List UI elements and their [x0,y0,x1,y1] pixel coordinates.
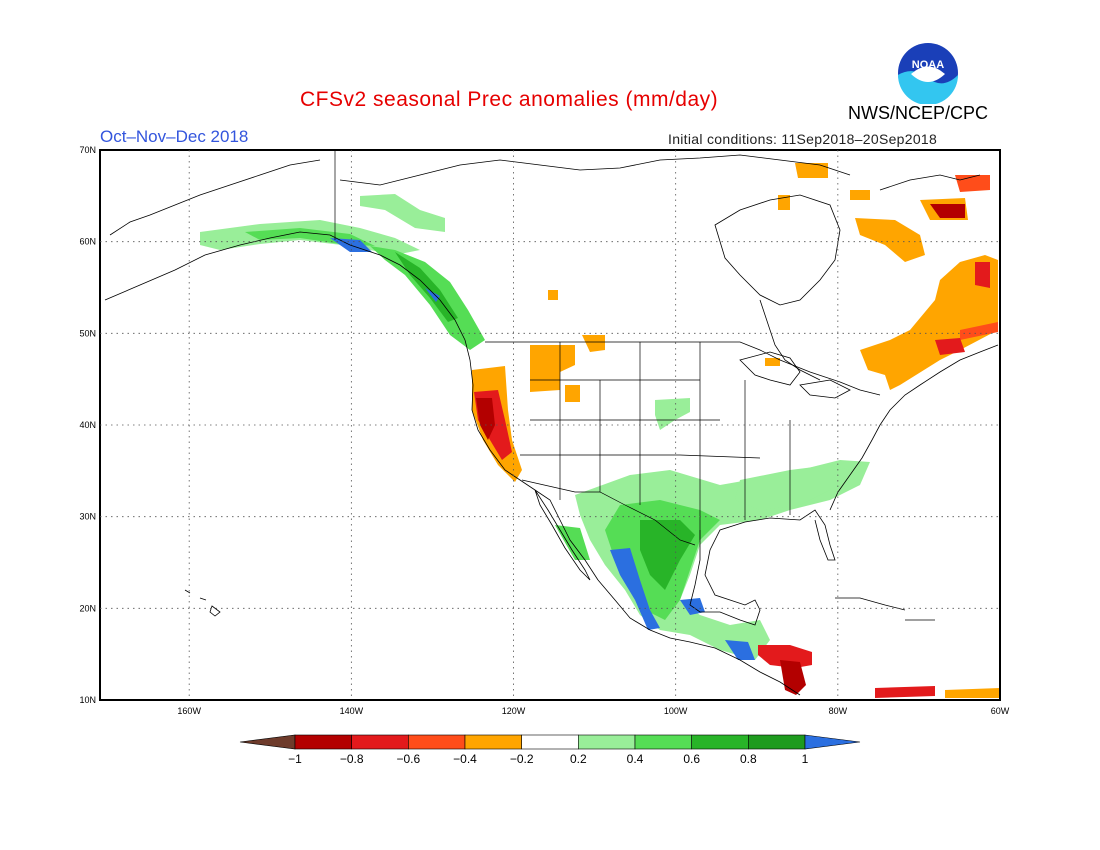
axis-labels: 70N 60N 50N 40N 30N 20N 10N 160W 140W 120W 100W 80W… [79,145,1009,716]
colorbar-tick-label: −0.2 [510,752,534,766]
lat-label: 70N [79,145,96,155]
lat-label: 20N [79,603,96,613]
colorbar-tick-label: −0.8 [340,752,364,766]
colorbar-low-extend [239,734,296,750]
colorbar-tick-label: −0.6 [396,752,420,766]
coastline-gulf [689,509,836,626]
colorbar-segment [408,734,466,750]
anomaly-patches [200,163,1000,698]
coastline-baja [534,489,591,581]
colorbar-tick-label: 1 [802,752,809,766]
colorbar-tick-label: 0.8 [740,752,757,766]
lat-label: 40N [79,420,96,430]
initial-conditions-label: Initial conditions: 11Sep2018–20Sep2018 [668,131,938,147]
lat-label: 30N [79,512,96,522]
colorbar-segment [578,734,636,750]
lon-label: 120W [502,706,526,716]
lat-label: 60N [79,237,96,247]
lat-label: 10N [79,695,96,705]
noaa-logo-icon: NOAA [898,43,958,104]
colorbar-segment [521,734,579,750]
lon-label: 160W [177,706,201,716]
colorbar-segment [294,734,352,750]
coastline-hawaii [184,589,221,617]
coastline-mexico-pacific [597,579,801,696]
political-borders [334,150,881,546]
lon-label: 60W [991,706,1010,716]
colorbar-segment [748,734,806,750]
coastline-cuba [835,597,906,611]
coastline-arctic [339,154,851,186]
lon-label: 80W [829,706,848,716]
anomaly-eastern-canada [860,255,998,390]
colorbar-segment [691,734,749,750]
border-us-canada [485,341,781,361]
colorbar-tick-label: −1 [288,752,302,766]
colorbar-segment [464,734,522,750]
colorbar-tick-label: 0.6 [683,752,700,766]
coastline-alaska [104,231,471,361]
anomaly-bc-coast [370,246,485,350]
border-us-mexico [521,479,696,546]
colorbar-tick-label: −0.4 [453,752,477,766]
colorbar-high-extend [804,734,861,750]
lon-label: 140W [340,706,364,716]
svg-text:NOAA: NOAA [912,59,944,71]
coastline-hudson-bay [714,194,841,306]
coastline-east-us [829,344,999,511]
anomaly-northern-rockies [530,345,575,392]
map-title: CFSv2 seasonal Prec anomalies (mm/day) [300,88,719,111]
lat-label: 50N [79,328,96,338]
colorbar: −1 −0.8 −0.6 −0.4 −0.2 0.2 0.4 0.6 0.8 1 [239,734,861,766]
graticule [100,150,1000,700]
lon-label: 100W [664,706,688,716]
coastline-west-us [469,359,599,581]
anomaly-western-mexico [610,548,660,630]
coastlines [104,154,999,696]
colorbar-segment [634,734,692,750]
agency-label: NWS/NCEP/CPC [848,103,989,123]
colorbar-segment [351,734,409,750]
coastline-great-lakes [739,351,851,399]
colorbar-tick-label: 0.4 [627,752,644,766]
colorbar-tick-label: 0.2 [570,752,587,766]
season-label: Oct–Nov–Dec 2018 [100,127,249,146]
